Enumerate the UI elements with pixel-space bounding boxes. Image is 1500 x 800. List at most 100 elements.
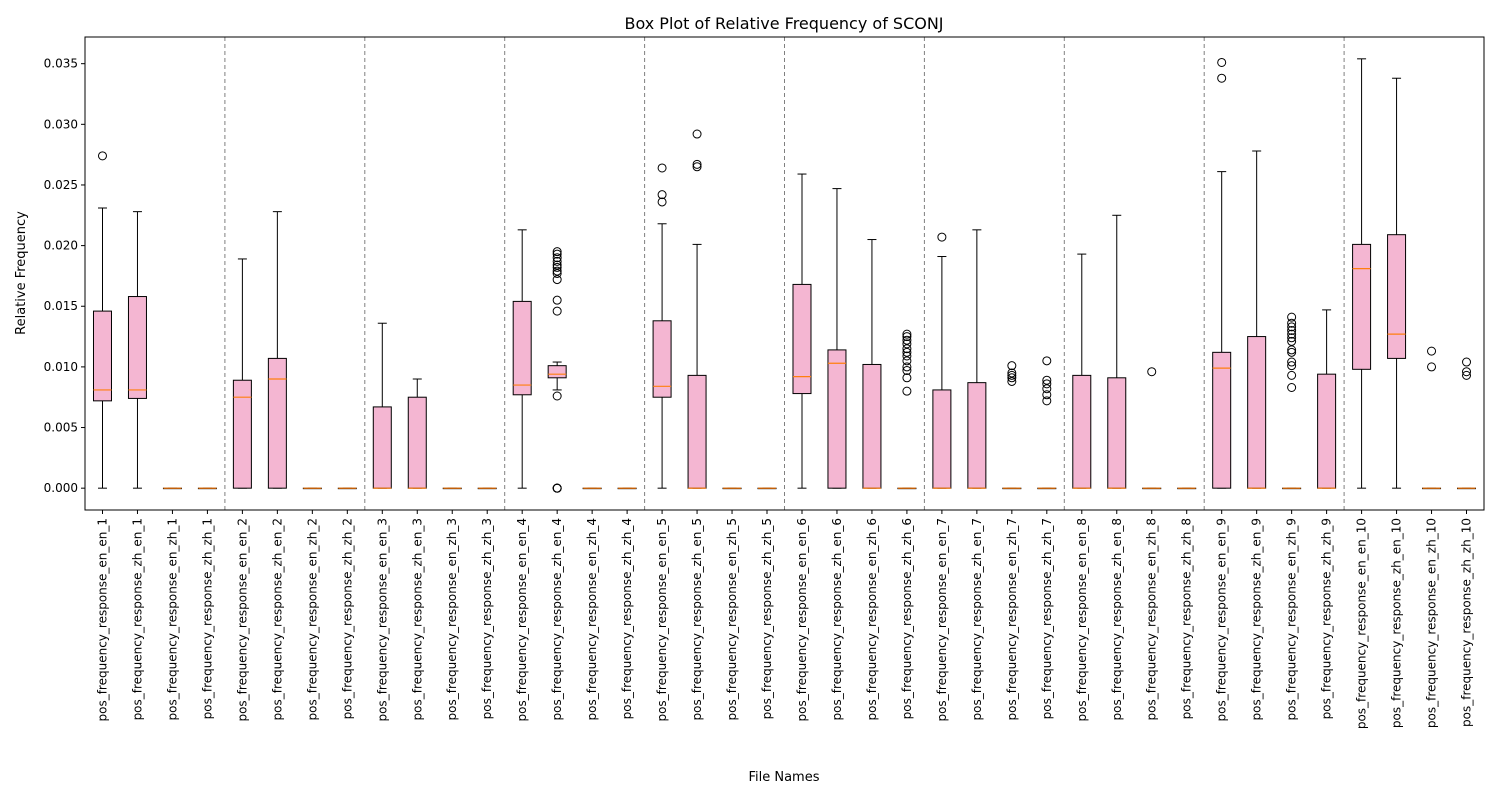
box-group <box>617 487 637 490</box>
x-tick-label: pos_frequency_response_en_en_2 <box>235 518 249 722</box>
flier-point <box>1287 326 1297 336</box>
y-tick-label: 0.015 <box>44 299 78 313</box>
x-tick-label: pos_frequency_response_zh_en_3 <box>410 518 424 720</box>
flier-point <box>1007 368 1017 378</box>
x-tick-label: pos_frequency_response_en_zh_5 <box>725 518 739 720</box>
x-tick-label: pos_frequency_response_en_zh_9 <box>1285 518 1299 720</box>
x-tick-label: pos_frequency_response_en_zh_3 <box>445 518 459 720</box>
box-group <box>792 173 812 489</box>
box-group <box>1352 58 1372 489</box>
x-tick-label: pos_frequency_response_zh_en_1 <box>130 518 144 720</box>
flier-point <box>1042 356 1052 366</box>
flier-point <box>1287 357 1297 367</box>
box-iqr <box>862 363 882 489</box>
x-tick-label: pos_frequency_response_en_en_6 <box>795 518 809 722</box>
flier-point <box>552 295 562 305</box>
x-tick-label: pos_frequency_response_en_en_9 <box>1215 518 1229 722</box>
box-group <box>967 229 987 489</box>
flier-point <box>552 262 562 272</box>
x-tick-label: pos_frequency_response_en_zh_8 <box>1145 518 1159 720</box>
box-group <box>687 129 707 489</box>
x-tick-label: pos_frequency_response_en_zh_7 <box>1005 518 1019 720</box>
box-group <box>1422 346 1442 490</box>
flier-point <box>1287 383 1297 393</box>
flier-point <box>657 163 667 173</box>
box-iqr <box>1317 373 1337 489</box>
flier-point <box>1007 373 1017 383</box>
x-tick-label: pos_frequency_response_en_en_10 <box>1355 518 1369 729</box>
box-group <box>897 329 917 490</box>
box-group <box>722 487 742 490</box>
flier-point <box>1007 370 1017 380</box>
x-tick-label: pos_frequency_response_zh_zh_4 <box>620 518 634 719</box>
x-axis: pos_frequency_response_en_en_1 pos_freque… <box>95 510 1474 729</box>
box-iqr <box>407 396 427 489</box>
y-axis: 0.000 0.005 0.010 0.015 0.020 0.025 0.030 0.035 <box>44 57 85 495</box>
flier-point <box>1287 322 1297 332</box>
box-group <box>827 188 847 489</box>
flier-point <box>1042 384 1052 394</box>
flier-point <box>1462 357 1472 367</box>
box-iqr <box>267 357 287 489</box>
flier-point <box>1042 396 1052 406</box>
flier-point <box>1427 346 1437 356</box>
box-group <box>1177 487 1197 490</box>
box-group <box>92 151 112 489</box>
x-tick-label: pos_frequency_response_zh_en_8 <box>1110 518 1124 720</box>
flier-point <box>1462 370 1472 380</box>
flier-point <box>552 249 562 259</box>
flier-point <box>1217 73 1227 83</box>
box-group <box>932 232 952 489</box>
flier-point <box>552 253 562 263</box>
flier-point <box>1042 390 1052 400</box>
x-tick-label: pos_frequency_response_zh_en_4 <box>550 518 564 720</box>
box-iqr <box>372 406 392 489</box>
x-tick-label: pos_frequency_response_en_zh_4 <box>585 518 599 720</box>
flier-point <box>552 306 562 316</box>
box-group <box>127 211 147 489</box>
flier-point <box>902 351 912 361</box>
x-tick-label: pos_frequency_response_en_en_3 <box>375 518 389 722</box>
box-group <box>1212 57 1232 489</box>
x-tick-label: pos_frequency_response_en_zh_1 <box>165 518 179 720</box>
box-group <box>442 487 462 490</box>
box-group <box>372 322 392 489</box>
box-iqr <box>687 374 707 489</box>
x-tick-label: pos_frequency_response_en_en_5 <box>655 518 669 722</box>
flier-point <box>1287 329 1297 339</box>
box-group <box>267 211 287 489</box>
box-group <box>407 378 427 489</box>
chart-title: Box Plot of Relative Frequency of SCONJ <box>624 14 943 33</box>
box-iqr <box>1212 351 1232 489</box>
flier-point <box>552 483 562 493</box>
box-group <box>1247 150 1267 489</box>
x-tick-label: pos_frequency_response_en_zh_6 <box>865 518 879 720</box>
box-iqr <box>1107 377 1127 489</box>
box-group <box>1107 214 1127 489</box>
y-tick-label: 0.025 <box>44 178 78 192</box>
x-tick-label: pos_frequency_response_zh_en_6 <box>830 518 844 720</box>
flier-point <box>1427 362 1437 372</box>
x-tick-label: pos_frequency_response_zh_zh_5 <box>760 518 774 719</box>
box-iqr <box>1352 243 1372 370</box>
flier-point <box>937 232 947 242</box>
x-tick-label: pos_frequency_response_zh_zh_1 <box>200 518 214 719</box>
x-tick-label: pos_frequency_response_zh_en_5 <box>690 518 704 720</box>
box-iqr <box>652 320 672 398</box>
box-iqr <box>967 382 987 489</box>
box-group <box>162 487 182 490</box>
flier-point <box>1287 312 1297 322</box>
flier-point <box>902 366 912 376</box>
group-separators <box>224 37 1345 510</box>
flier-point <box>552 247 562 257</box>
plot-frame <box>84 36 1485 511</box>
box-iqr <box>127 296 147 399</box>
x-tick-label: pos_frequency_response_en_en_8 <box>1075 518 1089 722</box>
x-tick-label: pos_frequency_response_zh_zh_8 <box>1180 518 1194 719</box>
flier-point <box>552 391 562 401</box>
box-iqr <box>1072 374 1092 489</box>
x-tick-label: pos_frequency_response_en_en_4 <box>515 518 529 722</box>
box-group <box>582 487 602 490</box>
flier-point <box>902 335 912 345</box>
